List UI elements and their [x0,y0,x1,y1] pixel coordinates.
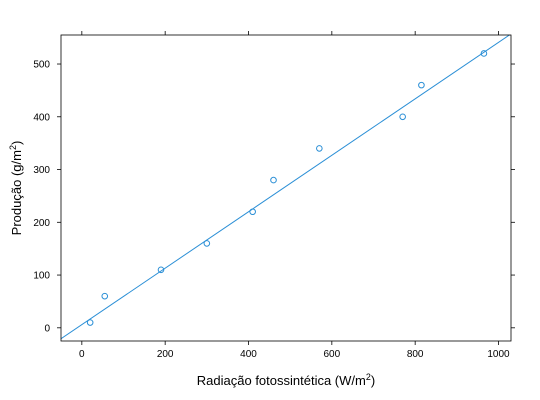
x-tick-label: 200 [157,349,174,360]
data-point [101,292,109,300]
data-point [270,176,277,184]
x-axis-title: Radiação fotossintética (W/m2) [197,372,375,388]
y-tick-label: 200 [33,218,50,229]
data-point [418,81,425,89]
y-axis-title: Produção (g/m2) [8,141,24,236]
data-point [203,240,211,247]
y-tick-label: 100 [33,271,50,282]
y-tick-label: 400 [33,112,50,123]
x-tick-label: 800 [407,349,424,360]
data-point [480,50,488,57]
regression-line [61,35,511,340]
y-tick-label: 0 [44,323,50,334]
y-tick-label: 300 [33,165,50,176]
data-point [86,319,94,326]
data-point [249,208,256,216]
x-tick-label: 400 [240,349,257,360]
x-tick-label: 0 [79,349,85,360]
x-tick-label: 600 [323,349,340,360]
plot-frame [60,34,512,342]
data-point [316,145,323,152]
data-point [157,266,165,274]
x-tick-label: 1000 [487,349,510,360]
y-tick-label: 500 [33,60,50,71]
data-point [399,113,406,121]
